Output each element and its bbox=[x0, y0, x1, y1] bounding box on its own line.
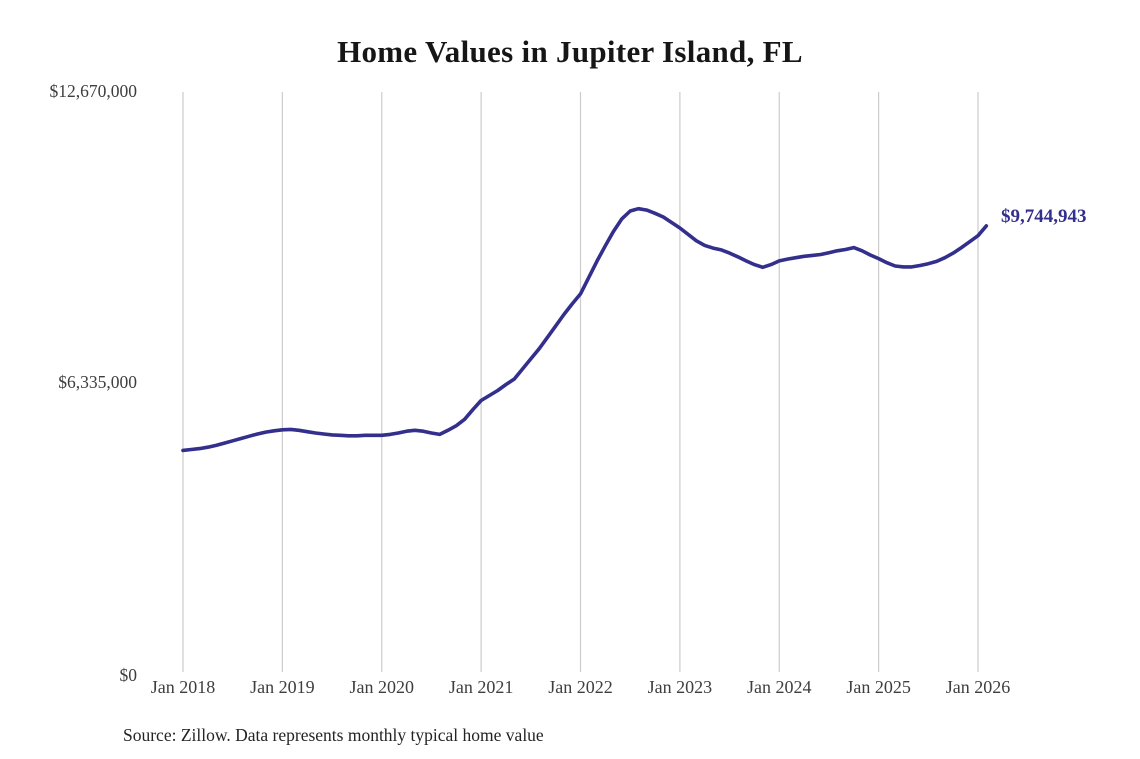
chart-title: Home Values in Jupiter Island, FL bbox=[337, 34, 803, 69]
x-tick-label: Jan 2026 bbox=[945, 677, 1011, 697]
x-tick-label: Jan 2021 bbox=[448, 677, 514, 697]
x-tick-label: Jan 2024 bbox=[747, 677, 812, 697]
y-tick-label-zero: $0 bbox=[119, 665, 138, 686]
source-note: Source: Zillow. Data represents monthly … bbox=[123, 725, 544, 745]
x-tick-label: Jan 2022 bbox=[548, 677, 613, 697]
y-tick-label-mid: $6,335,000 bbox=[58, 372, 137, 393]
x-tick-label: Jan 2019 bbox=[250, 677, 315, 697]
y-tick-label-max: $12,670,000 bbox=[49, 81, 138, 102]
home-value-line bbox=[181, 206, 989, 453]
x-tick-label: Jan 2020 bbox=[349, 677, 415, 697]
x-tick-label: Jan 2025 bbox=[846, 677, 911, 697]
x-tick-label: Jan 2018 bbox=[150, 677, 216, 697]
latest-value-label: $9,744,943 bbox=[1001, 206, 1087, 227]
x-tick-label: Jan 2023 bbox=[647, 677, 713, 697]
